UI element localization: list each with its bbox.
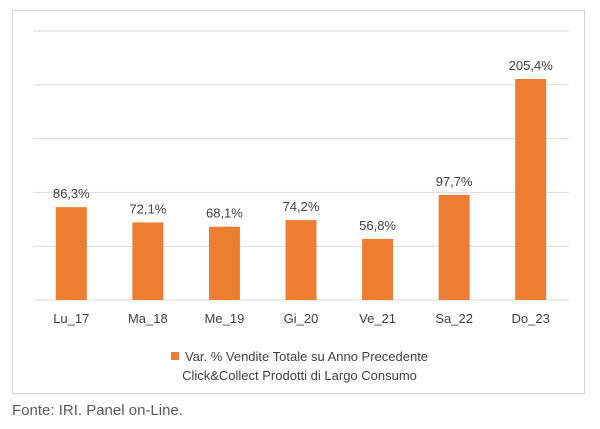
x-tick-label: Lu_17 bbox=[53, 311, 89, 326]
data-label: 74,2% bbox=[283, 199, 320, 214]
bar bbox=[285, 220, 317, 300]
x-tick-label: Me_19 bbox=[205, 311, 245, 326]
data-label: 68,1% bbox=[206, 206, 243, 221]
bar bbox=[55, 207, 87, 300]
x-tick-label: Ve_21 bbox=[359, 311, 396, 326]
grid-layer bbox=[33, 30, 569, 301]
x-tick-label: Gi_20 bbox=[284, 311, 319, 326]
legend-label-line1: Var. % Vendite Totale su Anno Precedente bbox=[184, 349, 429, 364]
data-label: 56,8% bbox=[359, 218, 396, 233]
bar bbox=[132, 222, 164, 300]
x-tick-label: Do_23 bbox=[512, 311, 550, 326]
bar bbox=[515, 78, 547, 301]
x-tick-layer: Lu_17 Ma_18 Me_19 Gi_20 Ve_21 Sa_22 Do_23 bbox=[53, 311, 550, 326]
bar-chart: 86,3% 72,1% 68,1% 74,2% 56,8% 97,7% 205,4% Lu_… bbox=[33, 30, 569, 326]
legend-swatch bbox=[170, 352, 179, 360]
data-label-layer: 86,3% 72,1% 68,1% 74,2% 56,8% 97,7% 205,4% bbox=[53, 58, 553, 233]
source-note: Fonte: IRI. Panel on-Line. bbox=[12, 402, 183, 419]
x-tick-label: Sa_22 bbox=[435, 311, 473, 326]
bar bbox=[438, 194, 470, 300]
bar bbox=[208, 226, 240, 300]
bar bbox=[362, 238, 394, 300]
data-label: 86,3% bbox=[53, 186, 90, 201]
chart-legend: Var. % Vendite Totale su Anno Precedente… bbox=[13, 347, 586, 385]
legend-label-line2: Click&Collect Prodotti di Largo Consumo bbox=[182, 368, 417, 383]
bar-layer bbox=[55, 78, 547, 301]
data-label: 205,4% bbox=[509, 58, 554, 73]
data-label: 72,1% bbox=[129, 201, 166, 216]
x-tick-label: Ma_18 bbox=[128, 311, 168, 326]
chart-frame: 86,3% 72,1% 68,1% 74,2% 56,8% 97,7% 205,4% Lu_… bbox=[12, 10, 585, 394]
legend-entry: Var. % Vendite Totale su Anno Precedente bbox=[13, 347, 586, 366]
data-label: 97,7% bbox=[436, 174, 473, 189]
